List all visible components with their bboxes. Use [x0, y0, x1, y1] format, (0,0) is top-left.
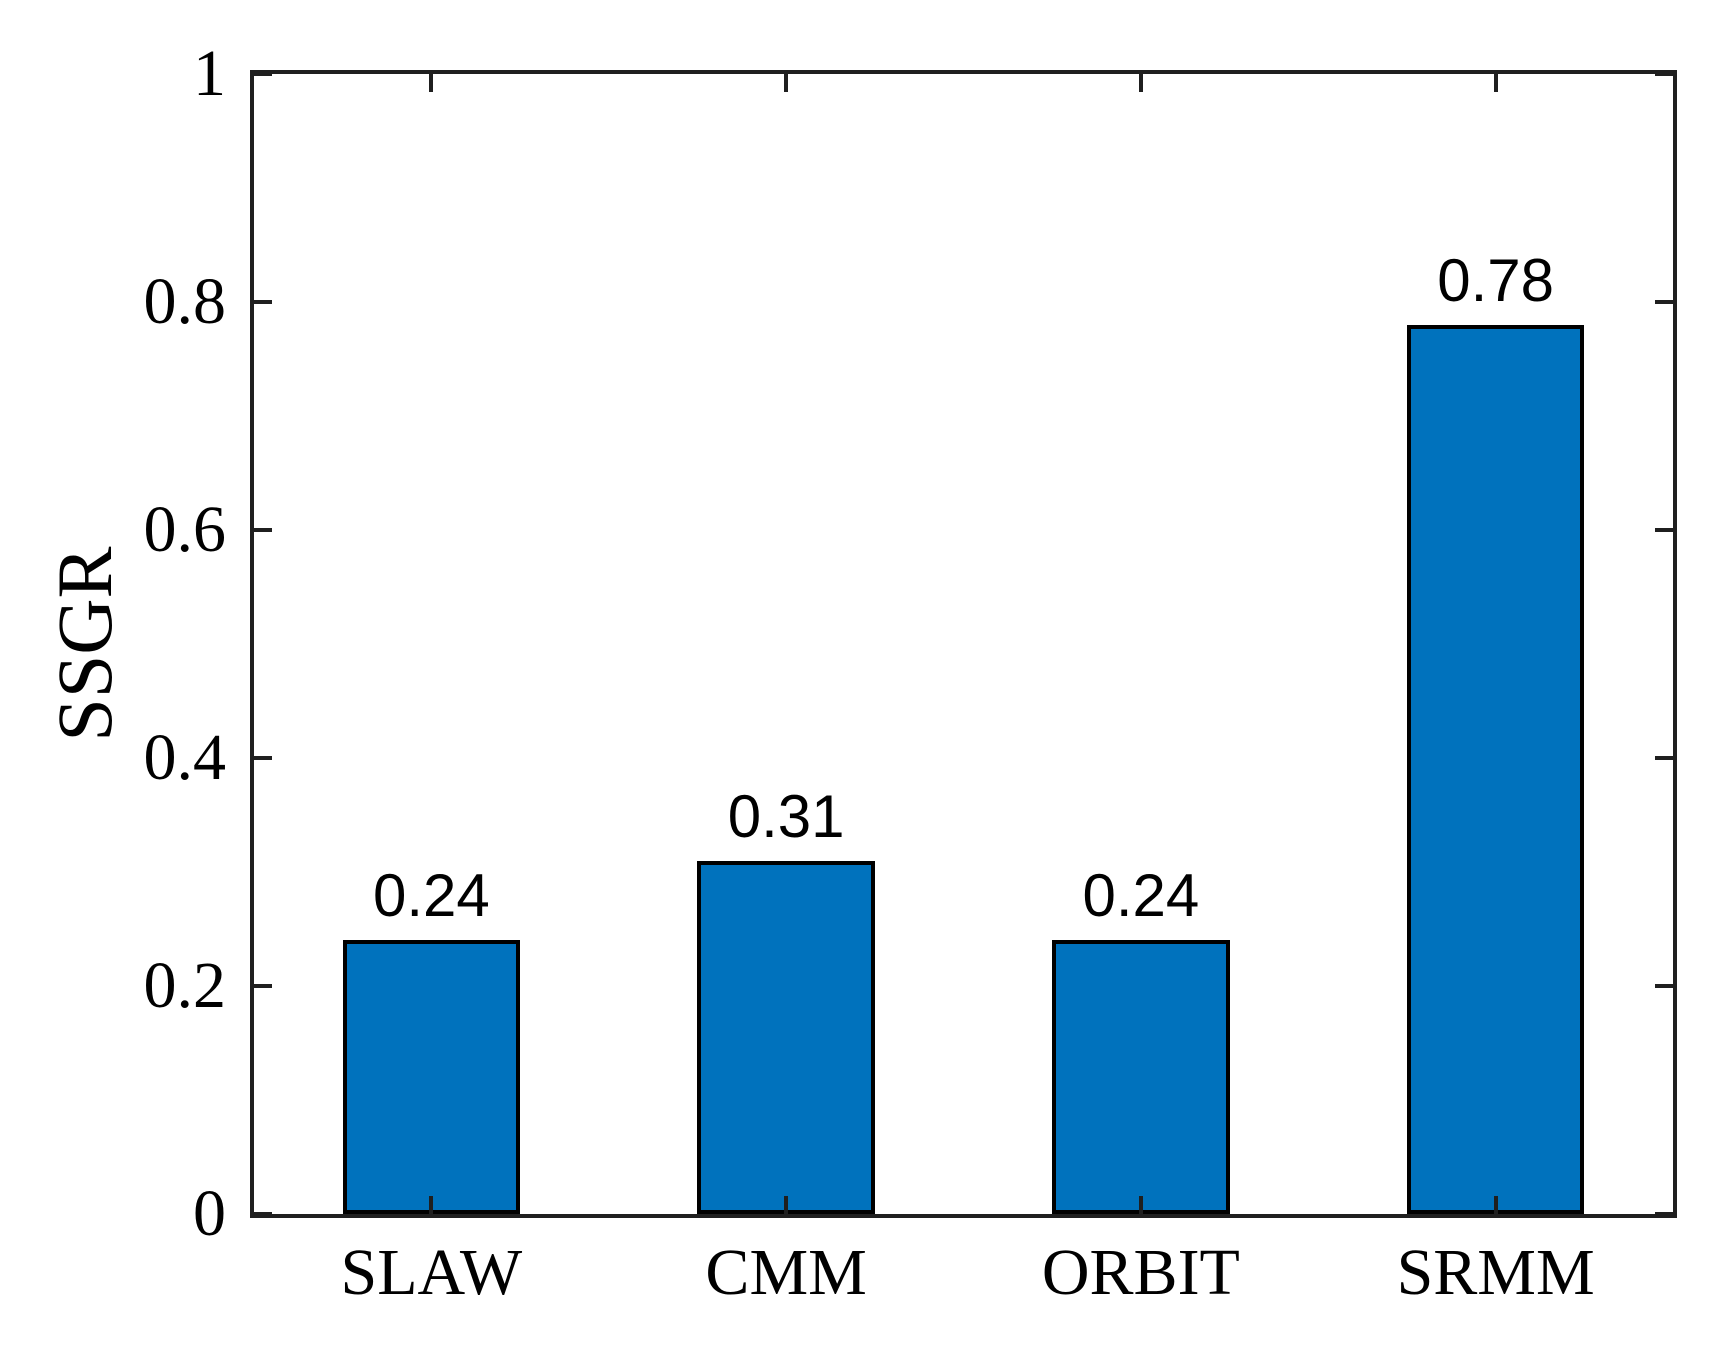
x-tick-bottom	[1138, 1196, 1143, 1214]
x-tick-bottom	[429, 1196, 434, 1214]
y-tick-left	[254, 984, 272, 988]
plot-inner: 0.24 0.31 0.24 0.78	[254, 72, 1673, 1216]
y-tick-left	[254, 1212, 272, 1216]
x-tick-top	[1138, 74, 1143, 92]
y-tick-label: 0	[193, 1177, 226, 1250]
x-tick-top	[1493, 74, 1498, 92]
bar-cmm	[697, 861, 875, 1214]
bar-value-label: 0.24	[372, 862, 490, 929]
y-tick-right	[1655, 72, 1673, 76]
y-tick-left	[254, 72, 272, 76]
y-tick-right	[1655, 1212, 1673, 1216]
y-tick-left	[254, 756, 272, 760]
x-tick-bottom	[1493, 1196, 1498, 1214]
bar-srmm	[1406, 325, 1585, 1214]
bar-value-label: 0.31	[727, 783, 845, 850]
x-tick-label-orbit: ORBIT	[1041, 1236, 1240, 1309]
y-tick-left	[254, 528, 272, 532]
y-tick-label: 0.4	[143, 721, 227, 794]
y-tick-right	[1655, 756, 1673, 760]
y-tick-label: 0.6	[143, 493, 227, 566]
x-tick-bottom	[784, 1196, 789, 1214]
x-tick-label-srmm: SRMM	[1396, 1236, 1595, 1309]
y-axis-tick-labels: 0 0.2 0.4 0.6 0.8 1	[0, 41, 227, 1247]
x-tick-top	[429, 74, 434, 92]
bar-value-label: 0.78	[1437, 247, 1555, 314]
y-tick-label: 0.8	[143, 265, 227, 338]
y-tick-left	[254, 300, 272, 304]
x-axis-tick-labels: SLAW CMM ORBIT SRMM	[254, 1240, 1673, 1340]
y-tick-label: 0.2	[143, 949, 227, 1022]
y-tick-label: 1	[193, 37, 226, 110]
y-tick-right	[1655, 984, 1673, 988]
y-tick-right	[1655, 300, 1673, 304]
x-tick-label-cmm: CMM	[705, 1236, 867, 1309]
y-tick-right	[1655, 528, 1673, 532]
bar-value-label: 0.24	[1082, 862, 1200, 929]
x-tick-label-slaw: SLAW	[340, 1236, 523, 1309]
bar-orbit	[1052, 940, 1230, 1214]
bar-slaw	[342, 940, 521, 1214]
x-tick-top	[784, 74, 789, 92]
plot-area: 0.24 0.31 0.24 0.78	[250, 70, 1677, 1218]
